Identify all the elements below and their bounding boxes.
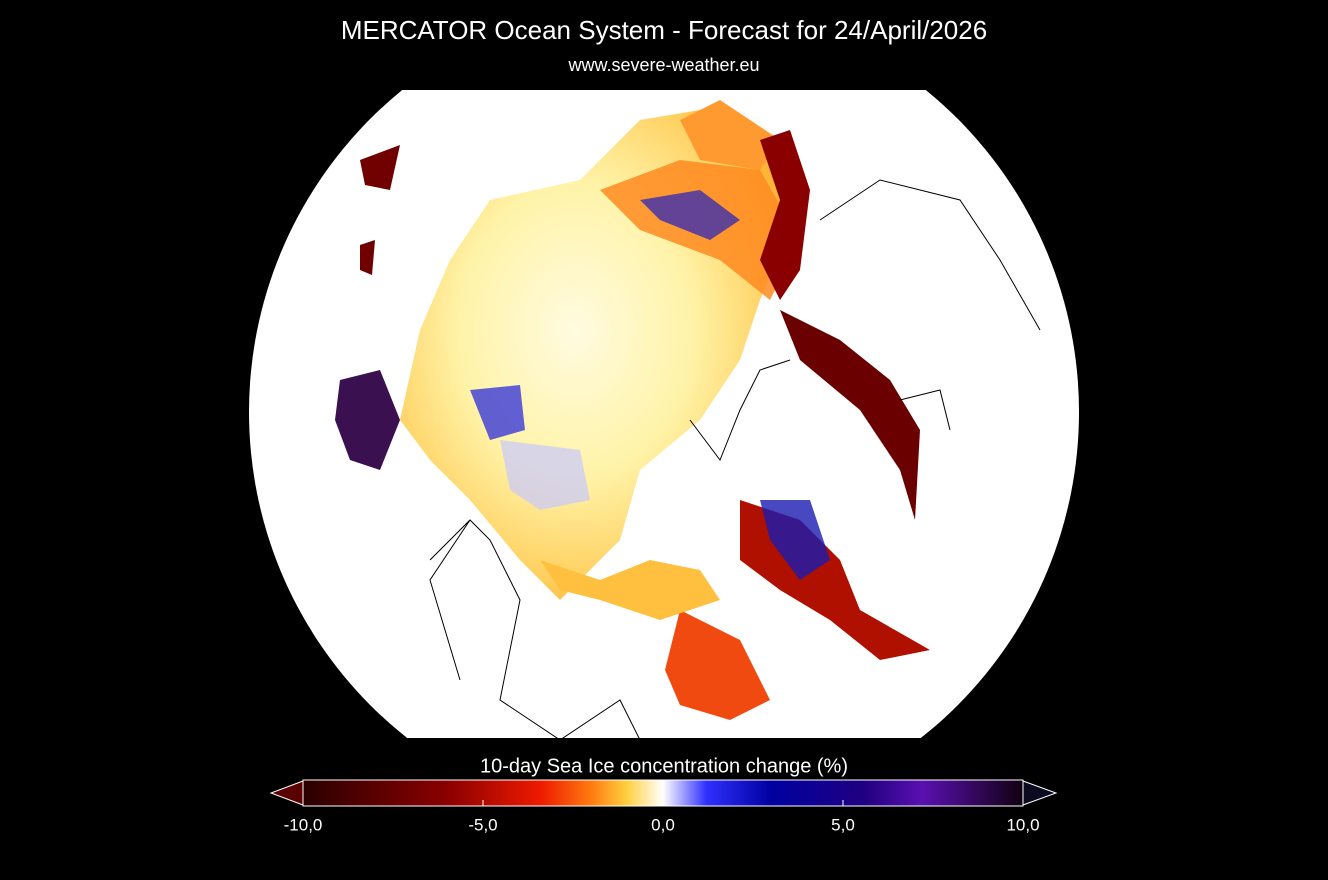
colorbar-tick-label: 10,0 (1006, 815, 1039, 834)
colorbar-high-arrow (1022, 780, 1058, 806)
subtitle: www.severe-weather.eu (567, 55, 759, 75)
colorbar: 10-day Sea Ice concentration change (%) … (269, 755, 1058, 834)
colorbar-tick-label: 0,0 (651, 815, 675, 834)
colorbar-tick-label: -5,0 (468, 815, 497, 834)
colorbar-tick-label: -10,0 (284, 815, 323, 834)
sea-ice-field (335, 100, 1041, 738)
title: MERCATOR Ocean System - Forecast for 24/… (341, 15, 987, 45)
colorbar-label: 10-day Sea Ice concentration change (%) (480, 755, 848, 777)
colorbar-low-arrow (269, 780, 304, 806)
map (249, 90, 1079, 738)
colorbar-tick-label: 5,0 (831, 815, 855, 834)
